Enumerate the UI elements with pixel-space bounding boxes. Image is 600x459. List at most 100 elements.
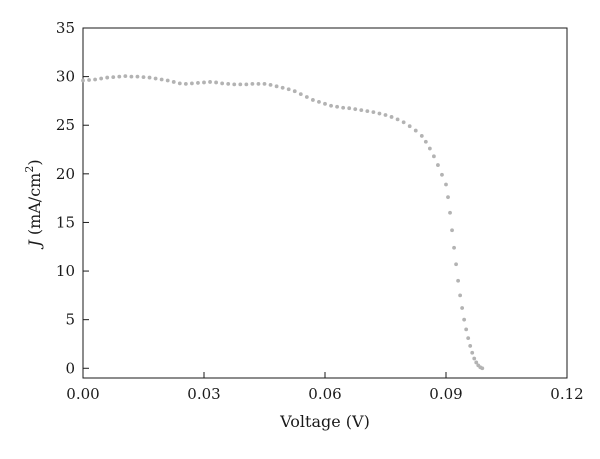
data-point	[413, 128, 418, 133]
data-point	[93, 77, 97, 82]
data-point	[292, 89, 297, 94]
data-point	[165, 78, 170, 83]
data-point	[81, 78, 85, 83]
data-point	[135, 74, 140, 79]
x-axis-label: Voltage (V)	[279, 412, 370, 431]
x-tick-label: 0.00	[66, 385, 99, 403]
data-point	[440, 172, 444, 177]
data-point	[359, 108, 364, 113]
data-point	[464, 327, 469, 332]
data-point	[474, 360, 479, 365]
data-point	[159, 77, 164, 82]
data-point	[304, 95, 309, 99]
data-point	[226, 82, 231, 86]
y-axis-symbol: J	[25, 239, 44, 250]
data-point	[341, 105, 346, 110]
y-tick-label: 15	[56, 213, 75, 231]
x-tick-label: 0.09	[429, 385, 462, 403]
y-axis-unit-prefix: (mA/cm	[25, 173, 44, 236]
data-point	[383, 113, 388, 117]
data-point	[458, 293, 463, 298]
data-point	[262, 82, 267, 86]
data-point	[427, 146, 432, 151]
data-point	[460, 306, 465, 310]
y-tick-label: 20	[56, 165, 75, 183]
data-point	[371, 110, 376, 114]
data-point	[323, 101, 327, 106]
x-tick-label: 0.03	[187, 385, 220, 403]
data-point	[419, 134, 424, 138]
data-point	[468, 344, 473, 348]
data-point	[365, 109, 370, 114]
x-tick-label: 0.06	[308, 385, 341, 403]
data-point	[208, 80, 212, 84]
data-point	[202, 80, 206, 85]
data-point	[377, 111, 382, 116]
data-point	[450, 228, 454, 233]
data-point	[444, 182, 448, 187]
data-point	[317, 99, 321, 104]
data-point	[232, 82, 237, 87]
data-point	[401, 120, 406, 125]
data-point	[99, 76, 104, 81]
x-axis-ticks: 0.00 0.03 0.06 0.09 0.12	[66, 372, 584, 403]
data-point	[462, 317, 467, 322]
data-point	[456, 278, 460, 283]
data-point	[153, 76, 158, 81]
y-axis-ticks: 0 5 10 15 20 25 30 35	[56, 19, 89, 377]
y-tick-label: 5	[65, 311, 75, 329]
data-point	[436, 163, 440, 167]
y-axis-unit-exponent: 2	[23, 166, 36, 173]
data-point	[238, 82, 243, 87]
data-point	[183, 82, 188, 86]
data-point	[286, 87, 291, 92]
data-point	[353, 107, 358, 112]
data-point	[177, 81, 182, 86]
data-point	[244, 82, 249, 87]
data-point	[129, 74, 134, 79]
y-tick-label: 0	[65, 359, 75, 377]
data-point	[196, 81, 200, 85]
data-series	[81, 74, 485, 371]
data-point	[214, 80, 219, 85]
data-point	[311, 98, 315, 102]
data-point	[268, 82, 273, 87]
data-point	[335, 104, 339, 109]
data-point	[105, 75, 110, 80]
y-axis-unit-suffix: )	[25, 159, 44, 165]
y-axis-label: J (mA/cm2)	[23, 159, 44, 249]
data-point	[274, 84, 279, 89]
data-point	[432, 154, 436, 159]
data-point	[446, 195, 450, 200]
data-point	[472, 356, 477, 361]
data-point	[407, 124, 412, 129]
data-point	[454, 262, 458, 267]
data-point	[220, 81, 225, 86]
data-point	[250, 82, 255, 86]
data-point	[171, 80, 176, 84]
data-point	[190, 81, 194, 86]
y-tick-label: 30	[56, 68, 75, 86]
data-point	[329, 103, 333, 108]
data-point	[423, 139, 428, 144]
data-point	[111, 75, 116, 79]
data-point	[466, 336, 471, 341]
x-tick-label: 0.12	[550, 385, 583, 403]
data-point	[123, 74, 128, 79]
data-point	[147, 75, 152, 80]
data-point	[256, 82, 261, 86]
plot-frame	[82, 27, 568, 379]
data-point	[448, 210, 452, 215]
data-point	[87, 78, 91, 82]
data-point	[298, 92, 303, 97]
data-point	[280, 85, 285, 90]
data-point	[117, 74, 122, 79]
data-point	[389, 115, 394, 119]
data-point	[141, 75, 146, 79]
data-point	[470, 350, 475, 355]
y-tick-label: 25	[56, 116, 75, 134]
data-point	[480, 366, 485, 371]
y-tick-label: 35	[56, 19, 75, 37]
